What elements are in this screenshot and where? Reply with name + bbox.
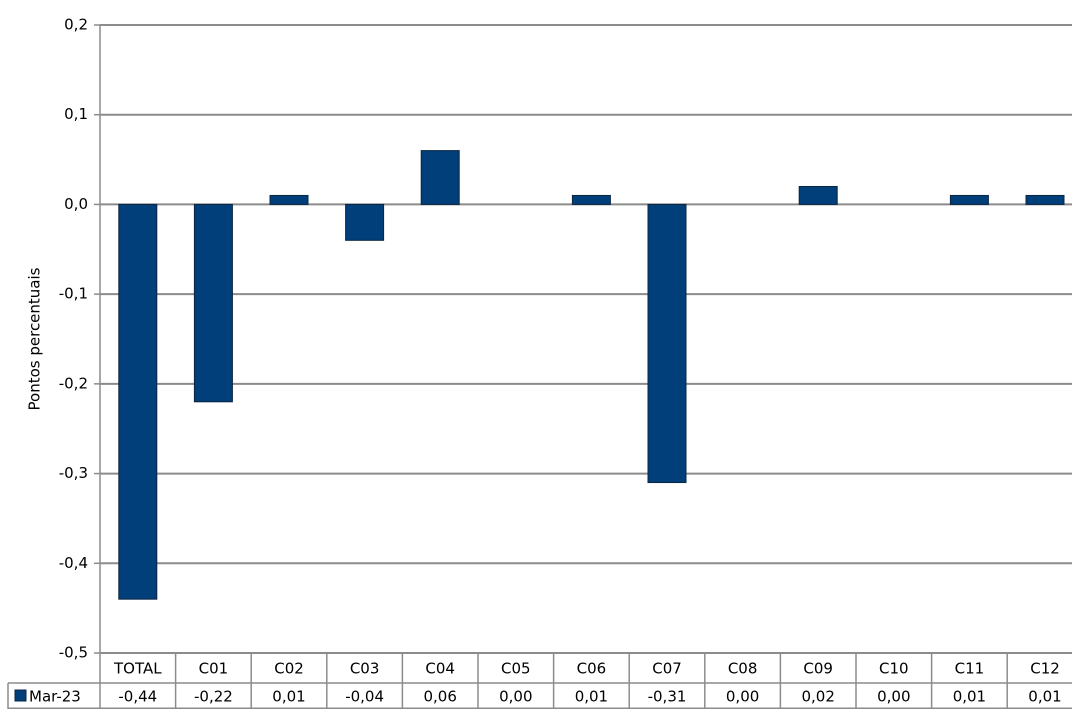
bar xyxy=(118,203,158,600)
bar xyxy=(1025,194,1065,205)
x-tick-label: C05 xyxy=(501,660,531,678)
x-tick-label: C12 xyxy=(1030,660,1060,678)
table-value: -0,04 xyxy=(345,688,384,706)
x-tick-label: C04 xyxy=(425,660,455,678)
x-tick-label: C02 xyxy=(274,660,304,678)
x-tick-label: C06 xyxy=(577,660,607,678)
x-tick-label: C09 xyxy=(803,660,833,678)
x-tick-label: C08 xyxy=(728,660,758,678)
x-tick-label: C03 xyxy=(350,660,380,678)
table-value: 0,06 xyxy=(423,688,456,706)
bar xyxy=(345,203,385,241)
table-value: 0,02 xyxy=(801,688,834,706)
legend-key xyxy=(14,689,27,702)
legend-label: Mar-23 xyxy=(29,688,81,706)
table-value: -0,44 xyxy=(118,688,157,706)
table-value: 0,01 xyxy=(1028,688,1061,706)
bar xyxy=(647,203,687,484)
y-tick-label: -0,1 xyxy=(59,285,88,303)
bar xyxy=(798,185,838,205)
table-value: 0,01 xyxy=(272,688,305,706)
y-axis-label: Pontos percentuais xyxy=(26,267,44,410)
bar xyxy=(571,194,611,205)
x-tick-label: C10 xyxy=(879,660,909,678)
bar xyxy=(420,150,460,205)
y-tick-label: -0,4 xyxy=(59,554,88,572)
x-tick-label: TOTAL xyxy=(113,660,162,678)
bar xyxy=(269,194,309,205)
table-value: 0,01 xyxy=(575,688,608,706)
bar xyxy=(193,203,233,403)
bar xyxy=(949,194,989,205)
y-tick-label: 0,0 xyxy=(64,195,88,213)
y-tick-label: -0,3 xyxy=(59,464,88,482)
y-tick-label: 0,2 xyxy=(64,16,88,34)
y-tick-label: 0,1 xyxy=(64,105,88,123)
table-value: 0,01 xyxy=(953,688,986,706)
table-value: 0,00 xyxy=(726,688,759,706)
table-value: -0,31 xyxy=(648,688,687,706)
y-tick-label: -0,5 xyxy=(59,644,88,662)
table-value: 0,00 xyxy=(499,688,532,706)
table-value: 0,00 xyxy=(877,688,910,706)
x-tick-label: C07 xyxy=(652,660,682,678)
x-tick-label: C11 xyxy=(955,660,985,678)
table-value: -0,22 xyxy=(194,688,233,706)
x-tick-label: C01 xyxy=(199,660,229,678)
y-tick-label: -0,2 xyxy=(59,374,88,392)
